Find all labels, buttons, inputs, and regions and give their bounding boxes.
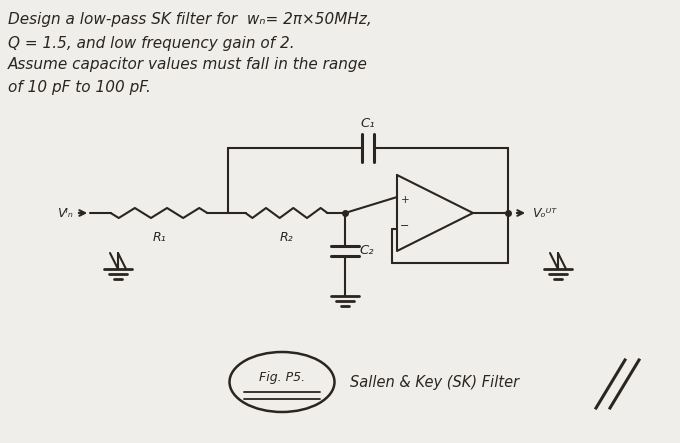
Text: Vₒᵁᵀ: Vₒᵁᵀ — [532, 206, 556, 219]
Text: Assume capacitor values must fall in the range: Assume capacitor values must fall in the… — [8, 57, 368, 72]
Text: R₂: R₂ — [279, 231, 293, 244]
Text: C₁: C₁ — [360, 117, 375, 130]
Text: Design a low-pass SK filter for  wₙ= 2π×50MHz,: Design a low-pass SK filter for wₙ= 2π×5… — [8, 12, 372, 27]
Text: +: + — [401, 195, 409, 205]
Text: R₁: R₁ — [152, 231, 166, 244]
Text: Q = 1.5, and low frequency gain of 2.: Q = 1.5, and low frequency gain of 2. — [8, 36, 294, 51]
Text: −: − — [401, 222, 409, 231]
Text: of 10 pF to 100 pF.: of 10 pF to 100 pF. — [8, 80, 151, 95]
Text: Sallen & Key (SK) Filter: Sallen & Key (SK) Filter — [350, 374, 519, 389]
Text: C₂: C₂ — [359, 244, 373, 257]
Text: Vᴵₙ: Vᴵₙ — [57, 206, 73, 219]
Text: Fig. P5.: Fig. P5. — [259, 372, 305, 385]
